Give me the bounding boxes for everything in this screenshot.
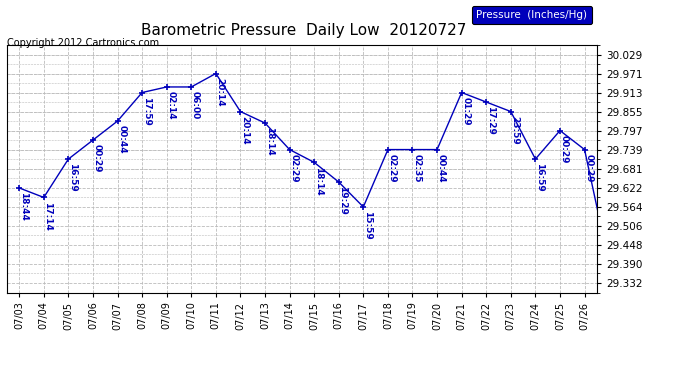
Text: 15:59: 15:59 xyxy=(363,211,372,240)
Text: Barometric Pressure  Daily Low  20120727: Barometric Pressure Daily Low 20120727 xyxy=(141,22,466,38)
Text: 02:29: 02:29 xyxy=(289,154,298,182)
Text: Copyright 2012 Cartronics.com: Copyright 2012 Cartronics.com xyxy=(7,38,159,48)
Text: 18:44: 18:44 xyxy=(19,192,28,221)
Text: 00:29: 00:29 xyxy=(584,154,593,182)
Text: 22:29: 22:29 xyxy=(0,374,1,375)
Text: 17:29: 17:29 xyxy=(486,106,495,135)
Text: 00:44: 00:44 xyxy=(437,154,446,182)
Text: 17:14: 17:14 xyxy=(43,202,52,231)
Text: 00:29: 00:29 xyxy=(560,135,569,163)
Text: 23:59: 23:59 xyxy=(511,116,520,144)
Text: 00:44: 00:44 xyxy=(117,125,126,154)
Text: 17:59: 17:59 xyxy=(141,97,150,126)
Text: 20:14: 20:14 xyxy=(240,116,249,144)
Text: 16:59: 16:59 xyxy=(535,163,544,192)
Text: 20:14: 20:14 xyxy=(215,78,224,106)
Legend: Pressure  (Inches/Hg): Pressure (Inches/Hg) xyxy=(473,6,591,24)
Text: 02:14: 02:14 xyxy=(166,91,175,120)
Text: 16:59: 16:59 xyxy=(68,163,77,192)
Text: 18:14: 18:14 xyxy=(265,127,274,156)
Text: 02:35: 02:35 xyxy=(412,154,421,182)
Text: 00:29: 00:29 xyxy=(92,144,101,173)
Text: 01:29: 01:29 xyxy=(462,97,471,125)
Text: 19:29: 19:29 xyxy=(338,186,347,215)
Text: 22:29: 22:29 xyxy=(0,374,1,375)
Text: 18:14: 18:14 xyxy=(314,166,323,195)
Text: 02:29: 02:29 xyxy=(388,154,397,182)
Text: 06:00: 06:00 xyxy=(191,91,200,119)
